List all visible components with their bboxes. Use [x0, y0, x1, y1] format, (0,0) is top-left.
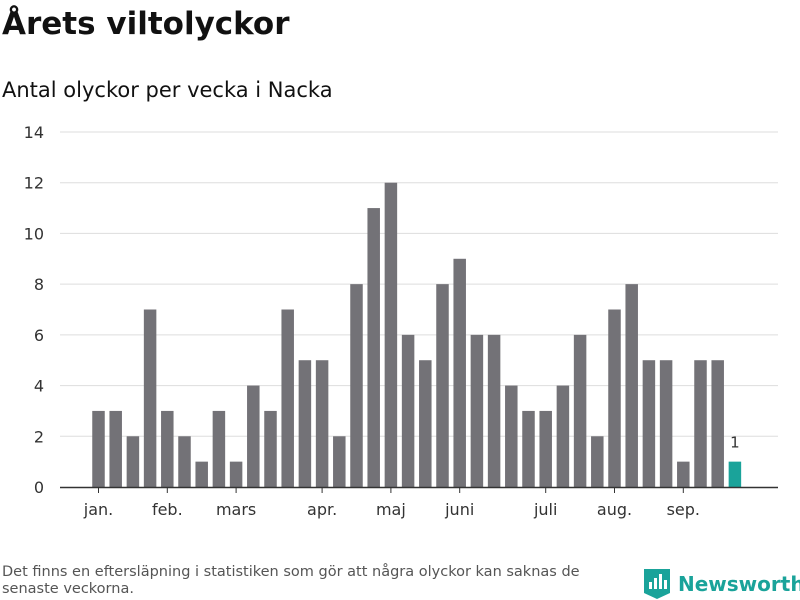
bar [642, 360, 656, 487]
y-tick-label: 14 [24, 123, 44, 142]
bar [126, 436, 140, 487]
bar [556, 385, 570, 487]
bar [539, 410, 552, 487]
x-tick-label: apr. [307, 500, 337, 519]
bar [573, 334, 587, 487]
x-tick-label: juli [533, 500, 557, 519]
bar [264, 410, 277, 487]
bar [694, 360, 707, 487]
y-tick-label: 0 [34, 478, 44, 497]
x-tick-label: aug. [597, 500, 632, 519]
x-tick-label: sep. [667, 500, 700, 519]
page-title: Årets viltolyckor [2, 6, 290, 42]
bar [608, 309, 621, 487]
bar [109, 410, 122, 487]
data-label: 1 [730, 434, 740, 452]
y-tick-label: 2 [34, 427, 44, 446]
x-tick-label: maj [376, 500, 406, 519]
bar [350, 284, 363, 487]
y-tick-label: 8 [34, 275, 44, 294]
bar [384, 182, 398, 487]
bar [333, 436, 346, 487]
bar [212, 410, 226, 487]
footnote: Det finns en eftersläpning i statistiken… [2, 564, 580, 597]
bar [281, 309, 294, 487]
x-axis-ticks: jan. feb. mars apr. maj juni juli aug. sep. [83, 487, 700, 519]
bar [711, 360, 724, 487]
bar [367, 208, 380, 488]
y-tick-label: 4 [34, 377, 44, 396]
bar [315, 360, 329, 487]
y-axis-ticks: 0 2 4 6 8 10 12 14 [24, 123, 44, 497]
bar [470, 334, 484, 487]
brand-name: Newsworthy [678, 572, 800, 596]
bar [677, 461, 690, 487]
chart-subtitle: Antal olyckor per vecka i Nacka [2, 78, 333, 102]
bar [659, 360, 673, 487]
newsworthy-logo-icon [644, 569, 670, 599]
bar [247, 385, 260, 487]
brand[interactable]: Newsworthy [644, 568, 800, 600]
bar [591, 436, 604, 487]
annotations: 1 [730, 434, 740, 452]
bar [401, 334, 415, 487]
bar [436, 284, 449, 487]
bar [625, 284, 638, 487]
bar [522, 410, 535, 487]
bar [298, 360, 312, 487]
x-tick-label: juni [444, 500, 474, 519]
x-tick-label: feb. [152, 500, 183, 519]
bars [92, 182, 742, 488]
y-tick-label: 6 [34, 326, 44, 345]
bar [419, 360, 432, 487]
bar [487, 334, 501, 487]
bar [453, 258, 466, 487]
bar [195, 461, 208, 487]
bar [178, 436, 191, 487]
x-tick-label: jan. [83, 500, 113, 519]
bar [229, 461, 243, 487]
x-tick-label: mars [216, 500, 256, 519]
bar [92, 410, 105, 487]
bar [143, 309, 157, 487]
y-tick-label: 10 [24, 224, 44, 243]
bar [728, 461, 742, 487]
y-tick-label: 12 [24, 174, 44, 193]
bar [505, 385, 518, 487]
bar [161, 410, 174, 487]
